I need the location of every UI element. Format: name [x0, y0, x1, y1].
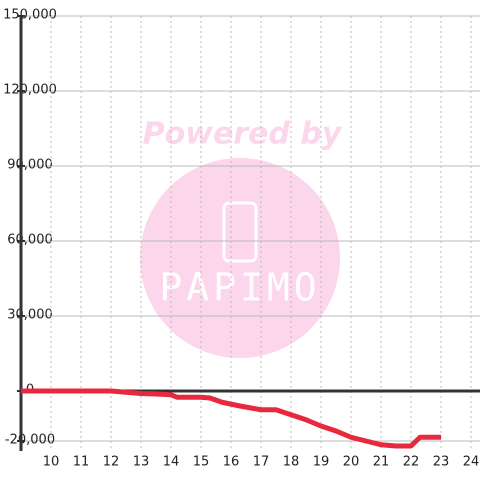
x-tick-label: 18 [283, 455, 300, 470]
x-tick-label: 12 [103, 455, 120, 470]
x-tick-label: 23 [433, 455, 450, 470]
x-tick-label: 11 [73, 455, 90, 470]
watermark-brand: PAPIMO [159, 266, 320, 310]
x-tick-label: 22 [403, 455, 420, 470]
data-line [21, 388, 441, 449]
y-tick-label: 90,000 [7, 158, 53, 173]
x-tick-label: 20 [343, 455, 360, 470]
watermark-icon [222, 201, 258, 263]
y-tick-label: 150,000 [3, 8, 57, 23]
x-tick-label: 19 [313, 455, 330, 470]
watermark-circle [140, 158, 340, 358]
watermark-text: Powered by [143, 117, 343, 152]
y-tick-label: 60,000 [7, 233, 53, 248]
x-tick-label: 17 [253, 455, 270, 470]
y-tick-label: 30,000 [7, 308, 53, 323]
x-tick-label: 14 [163, 455, 180, 470]
x-tick-label: 10 [43, 455, 60, 470]
x-tick-label: 16 [223, 455, 240, 470]
y-tick-label: 120,000 [3, 83, 57, 98]
x-tick-label: 13 [133, 455, 150, 470]
x-tick-label: 24 [463, 455, 480, 470]
x-tick-label: 15 [193, 455, 210, 470]
x-tick-label: 21 [373, 455, 390, 470]
y-tick-label: -20,000 [5, 433, 55, 448]
